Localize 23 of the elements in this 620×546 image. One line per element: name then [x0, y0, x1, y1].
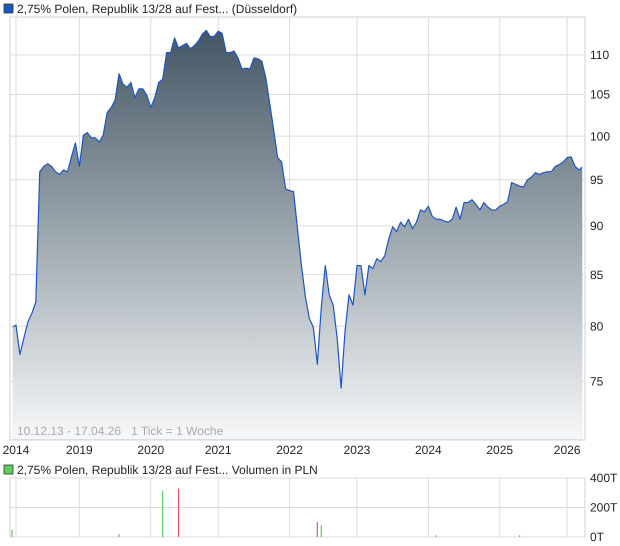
x-tick-label: 2024	[415, 443, 442, 457]
x-tick-label: 2025	[486, 443, 514, 457]
x-tick-label: 2026	[554, 443, 581, 457]
y-tick-label: 400T	[590, 471, 618, 486]
y-tick-label: 90	[590, 219, 604, 234]
legend-label: 2,75% Polen, Republik 13/28 auf Fest... Volumen in PLN	[17, 463, 318, 478]
y-tick-label: 200T	[590, 500, 618, 515]
y-tick-label: 85	[590, 268, 604, 282]
annotation: 10.12.13 - 17.04.26 1 Tick = 1 Woche	[17, 424, 224, 438]
x-tick-label: 2014	[2, 443, 30, 457]
y-tick-label: 75	[590, 374, 604, 388]
y-tick-label: 105	[590, 88, 610, 102]
y-tick-label: 80	[590, 319, 604, 334]
y-tick-label: 110	[590, 48, 610, 62]
x-tick-label: 2022	[276, 443, 304, 457]
legend-label: 2,75% Polen, Republik 13/28 auf Fest... (Düsseldorf)	[17, 2, 298, 16]
x-tick-label: 2021	[204, 443, 232, 457]
y-tick-label: 0T	[590, 530, 605, 544]
y-tick-label: 100	[590, 129, 610, 144]
x-tick-label: 2019	[66, 443, 94, 457]
x-tick-label: 2020	[137, 443, 164, 457]
x-tick-label: 2023	[344, 443, 371, 457]
y-tick-label: 95	[590, 172, 604, 187]
